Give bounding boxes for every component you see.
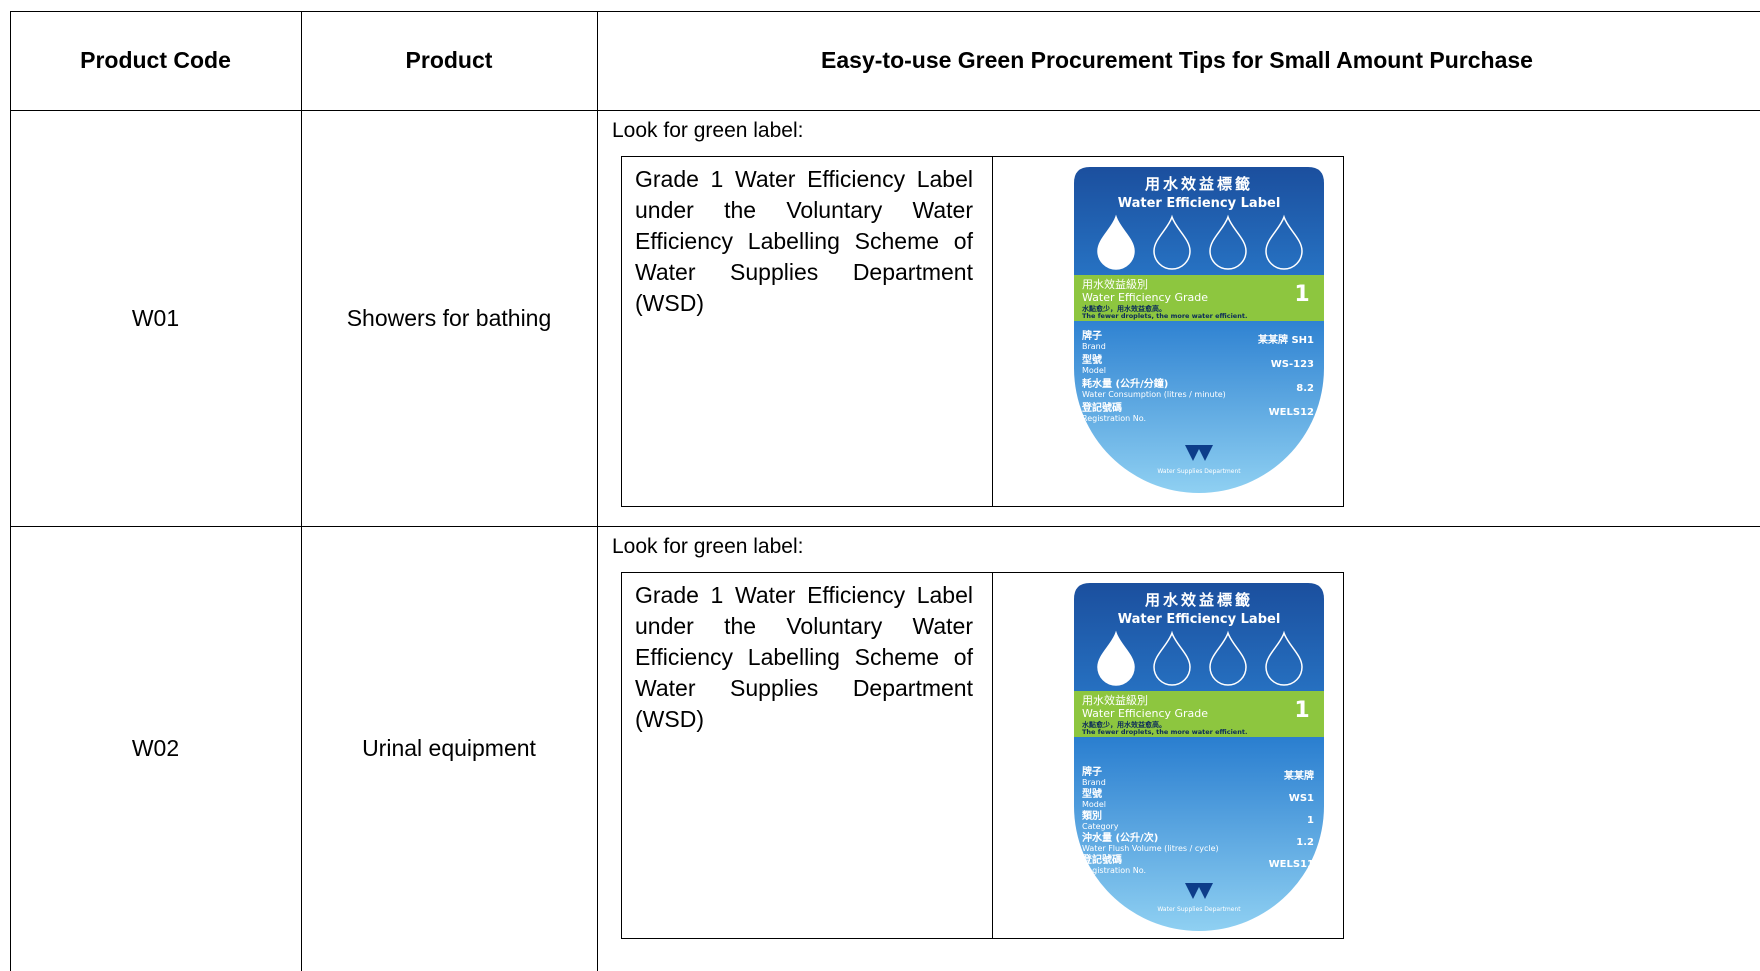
grade-value: 1 [1294,282,1309,307]
field-en: Brand [1082,342,1106,351]
field-zh: 耗水量 (公升/分鐘) [1082,377,1168,390]
field-en: Category [1082,822,1119,831]
field-en: Registration No. [1082,414,1146,423]
tip-intro: Look for green label: [612,535,804,558]
grade-band [1074,275,1324,321]
table-border [10,11,1760,12]
field-zh: 型號 [1082,353,1102,366]
grade-value: 1 [1294,698,1309,723]
table-border [10,526,1760,527]
field-zh: 牌子 [1082,765,1102,778]
field-zh: 型號 [1082,787,1102,800]
grade-band [1074,691,1324,737]
field-zh: 類別 [1081,809,1102,822]
label-shape [1074,583,1324,931]
field-en: Model [1082,366,1106,375]
note-zh: 水點愈少，用水效益愈高。 [1082,304,1166,313]
header-cell: Easy-to-use Green Procurement Tips for S… [821,47,1533,73]
table-border [10,11,11,971]
grade-zh: 用水效益級別 [1082,277,1148,291]
wsd-logo [1185,883,1213,899]
field-zh: 登記號碼 [1081,401,1122,414]
droplet [1265,214,1303,270]
note-en: The fewer droplets, the more water effic… [1082,312,1247,320]
field-value: WELS11 [1269,859,1314,870]
field-value: WS1 [1289,793,1314,804]
field-zh: 登記號碼 [1081,853,1122,866]
field-value: 1.2 [1296,837,1314,848]
field-value: 1 [1307,815,1314,826]
field-zh: 牌子 [1082,329,1102,342]
field-en: Water Consumption (litres / minute) [1082,390,1226,399]
field-en: Water Flush Volume (litres / cycle) [1082,844,1219,853]
label-footer: Water Supplies Department [1157,468,1241,475]
table-border [10,110,1760,111]
field-en: Registration No. [1082,866,1146,875]
inner-table [621,156,1344,507]
label-title-en: Water Efficiency Label [1118,612,1281,627]
field-value: WS-123 [1271,359,1314,370]
droplet [1265,630,1303,686]
product-code: W01 [131,304,180,331]
product-name: Urinal equipment [362,735,536,761]
label-title-en: Water Efficiency Label [1118,196,1281,211]
label-footer: Water Supplies Department [1157,906,1241,913]
field-value: 某某牌 SH1 [1258,333,1314,346]
droplet [1097,214,1135,270]
table-border [301,11,302,971]
field-zh: 沖水量 (公升/次) [1082,831,1158,844]
product-code: W02 [131,735,180,761]
droplet [1209,630,1247,686]
header-cell: Product [405,47,493,73]
grade-en: Water Efficiency Grade [1082,291,1208,304]
field-en: Brand [1082,778,1106,787]
inner-divider [992,572,993,939]
wsd-logo [1185,445,1213,461]
tip-text: Grade 1 Water Efficiency Label under the… [635,582,973,732]
inner-table [621,572,1344,939]
note-en: The fewer droplets, the more water effic… [1082,728,1247,736]
label-shape [1074,167,1324,493]
table-border [597,11,598,971]
field-value: 8.2 [1296,383,1314,394]
field-value: WELS12 [1269,407,1314,418]
note-zh: 水點愈少，用水效益愈高。 [1082,720,1166,729]
droplet [1153,630,1191,686]
field-en: Model [1082,800,1106,809]
grade-en: Water Efficiency Grade [1082,707,1208,720]
tip-text: Grade 1 Water Efficiency Label under the… [635,166,973,316]
header-cell: Product Code [80,47,231,73]
label-title-zh: 用水效益標籤 [1145,175,1253,193]
droplet [1153,214,1191,270]
field-value: 某某牌 [1284,769,1314,782]
droplet [1097,630,1135,686]
product-name: Showers for bathing [346,304,552,331]
grade-zh: 用水效益級別 [1082,693,1148,707]
droplet [1209,214,1247,270]
tip-intro: Look for green label: [612,119,804,142]
label-title-zh: 用水效益標籤 [1145,591,1253,609]
inner-divider [992,156,993,507]
